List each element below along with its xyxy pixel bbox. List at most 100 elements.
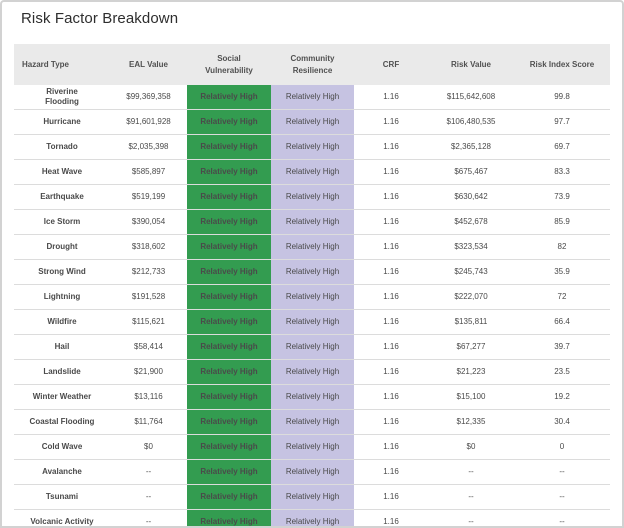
cell-risk_index_score: 82 bbox=[514, 235, 610, 260]
cell-text-social_vulnerability: Relatively High bbox=[200, 442, 258, 451]
cell-text-social_vulnerability: Relatively High bbox=[200, 342, 258, 351]
cell-risk_value: $452,678 bbox=[428, 210, 514, 235]
cell-crf: 1.16 bbox=[354, 285, 428, 310]
cell-text-eal_value: $318,602 bbox=[131, 242, 166, 251]
cell-risk_index_score: 69.7 bbox=[514, 135, 610, 160]
risk-factor-table: Hazard Type EAL Value Social Vulnerability… bbox=[14, 44, 610, 526]
cell-text-hazard: Landslide bbox=[43, 367, 81, 376]
table-row: Tsunami -- Relatively High Relatively High 1… bbox=[14, 485, 610, 510]
cell-text-risk_value: $67,277 bbox=[456, 342, 486, 351]
cell-hazard: Volcanic Activity bbox=[14, 510, 110, 526]
cell-text-risk_value: -- bbox=[468, 517, 474, 526]
cell-text-social_vulnerability: Relatively High bbox=[200, 417, 258, 426]
cell-social_vulnerability: Relatively High bbox=[187, 85, 271, 110]
cell-text-crf: 1.16 bbox=[383, 92, 399, 101]
cell-risk_index_score: 83.3 bbox=[514, 160, 610, 185]
cell-community_resilience: Relatively High bbox=[271, 135, 354, 160]
cell-social_vulnerability: Relatively High bbox=[187, 260, 271, 285]
cell-social_vulnerability: Relatively High bbox=[187, 235, 271, 260]
table-row: Strong Wind $212,733 Relatively High Relati… bbox=[14, 260, 610, 285]
cell-text-community_resilience: Relatively High bbox=[285, 217, 340, 226]
cell-text-crf: 1.16 bbox=[383, 192, 399, 201]
cell-text-risk_index_score: 35.9 bbox=[554, 267, 570, 276]
table-row: Ice Storm $390,054 Relatively High Relative… bbox=[14, 210, 610, 235]
cell-text-social_vulnerability: Relatively High bbox=[200, 242, 258, 251]
cell-text-crf: 1.16 bbox=[383, 117, 399, 126]
cell-text-risk_value: $245,743 bbox=[454, 267, 488, 276]
cell-text-community_resilience: Relatively High bbox=[285, 167, 340, 176]
cell-text-risk_index_score: 99.8 bbox=[554, 92, 570, 101]
cell-text-community_resilience: Relatively High bbox=[285, 342, 340, 351]
cell-crf: 1.16 bbox=[354, 235, 428, 260]
table-row: Riverine Flooding $99,369,358 Relatively H… bbox=[14, 85, 610, 110]
cell-social_vulnerability: Relatively High bbox=[187, 485, 271, 510]
cell-eal_value: $0 bbox=[110, 435, 187, 460]
column-header-risk_index_score: Risk Index Score bbox=[514, 44, 610, 85]
table-row: Cold Wave $0 Relatively High Relatively Hig… bbox=[14, 435, 610, 460]
cell-social_vulnerability: Relatively High bbox=[187, 435, 271, 460]
cell-text-risk_value: $0 bbox=[466, 442, 476, 451]
cell-risk_index_score: 85.9 bbox=[514, 210, 610, 235]
cell-community_resilience: Relatively High bbox=[271, 410, 354, 435]
cell-text-eal_value: $191,528 bbox=[131, 292, 166, 301]
cell-risk_value: -- bbox=[428, 485, 514, 510]
cell-text-eal_value: $21,900 bbox=[134, 367, 163, 376]
cell-text-risk_value: -- bbox=[468, 467, 474, 476]
cell-text-risk_index_score: 0 bbox=[559, 442, 565, 451]
cell-risk_index_score: 0 bbox=[514, 435, 610, 460]
cell-crf: 1.16 bbox=[354, 485, 428, 510]
cell-text-community_resilience: Relatively High bbox=[285, 242, 340, 251]
cell-eal_value: $21,900 bbox=[110, 360, 187, 385]
cell-text-hazard: Heat Wave bbox=[41, 167, 83, 176]
cell-text-crf: 1.16 bbox=[383, 242, 399, 251]
cell-text-risk_index_score: 39.7 bbox=[554, 342, 570, 351]
cell-text-community_resilience: Relatively High bbox=[285, 467, 340, 476]
cell-eal_value: $519,199 bbox=[110, 185, 187, 210]
cell-text-eal_value: -- bbox=[145, 492, 152, 501]
cell-text-risk_value: $15,100 bbox=[456, 392, 486, 401]
table-row: Coastal Flooding $11,764 Relatively High Re… bbox=[14, 410, 610, 435]
cell-text-community_resilience: Relatively High bbox=[285, 317, 340, 326]
cell-hazard: Coastal Flooding bbox=[14, 410, 110, 435]
cell-community_resilience: Relatively High bbox=[271, 310, 354, 335]
cell-text-crf: 1.16 bbox=[383, 292, 399, 301]
cell-risk_value: -- bbox=[428, 510, 514, 526]
cell-crf: 1.16 bbox=[354, 210, 428, 235]
cell-text-risk_index_score: 19.2 bbox=[554, 392, 570, 401]
cell-text-social_vulnerability: Relatively High bbox=[200, 142, 258, 151]
cell-text-eal_value: $13,116 bbox=[134, 392, 163, 401]
cell-risk_value: $323,534 bbox=[428, 235, 514, 260]
cell-text-eal_value: $212,733 bbox=[131, 267, 166, 276]
cell-text-hazard: Hurricane bbox=[43, 117, 81, 126]
cell-text-community_resilience: Relatively High bbox=[285, 442, 340, 451]
cell-crf: 1.16 bbox=[354, 260, 428, 285]
cell-social_vulnerability: Relatively High bbox=[187, 185, 271, 210]
cell-text-eal_value: $0 bbox=[144, 442, 153, 451]
cell-community_resilience: Relatively High bbox=[271, 285, 354, 310]
table-row: Hurricane $91,601,928 Relatively High Relat… bbox=[14, 110, 610, 135]
cell-text-community_resilience: Relatively High bbox=[285, 142, 340, 151]
cell-text-risk_index_score: 30.4 bbox=[554, 417, 570, 426]
table-row: Wildfire $115,621 Relatively High Relativel… bbox=[14, 310, 610, 335]
cell-social_vulnerability: Relatively High bbox=[187, 310, 271, 335]
cell-text-crf: 1.16 bbox=[383, 142, 399, 151]
cell-crf: 1.16 bbox=[354, 335, 428, 360]
cell-social_vulnerability: Relatively High bbox=[187, 410, 271, 435]
cell-risk_value: $12,335 bbox=[428, 410, 514, 435]
cell-text-crf: 1.16 bbox=[383, 417, 399, 426]
cell-crf: 1.16 bbox=[354, 160, 428, 185]
table-row: Winter Weather $13,116 Relatively High Rela… bbox=[14, 385, 610, 410]
cell-text-eal_value: -- bbox=[145, 517, 152, 526]
cell-eal_value: $115,621 bbox=[110, 310, 187, 335]
cell-text-eal_value: $519,199 bbox=[131, 192, 166, 201]
column-header-hazard: Hazard Type bbox=[14, 44, 110, 85]
cell-text-social_vulnerability: Relatively High bbox=[200, 367, 258, 376]
cell-social_vulnerability: Relatively High bbox=[187, 385, 271, 410]
cell-hazard: Drought bbox=[14, 235, 110, 260]
cell-risk_index_score: 99.8 bbox=[514, 85, 610, 110]
cell-social_vulnerability: Relatively High bbox=[187, 510, 271, 526]
cell-community_resilience: Relatively High bbox=[271, 385, 354, 410]
cell-crf: 1.16 bbox=[354, 135, 428, 160]
cell-text-eal_value: $11,764 bbox=[134, 417, 163, 426]
